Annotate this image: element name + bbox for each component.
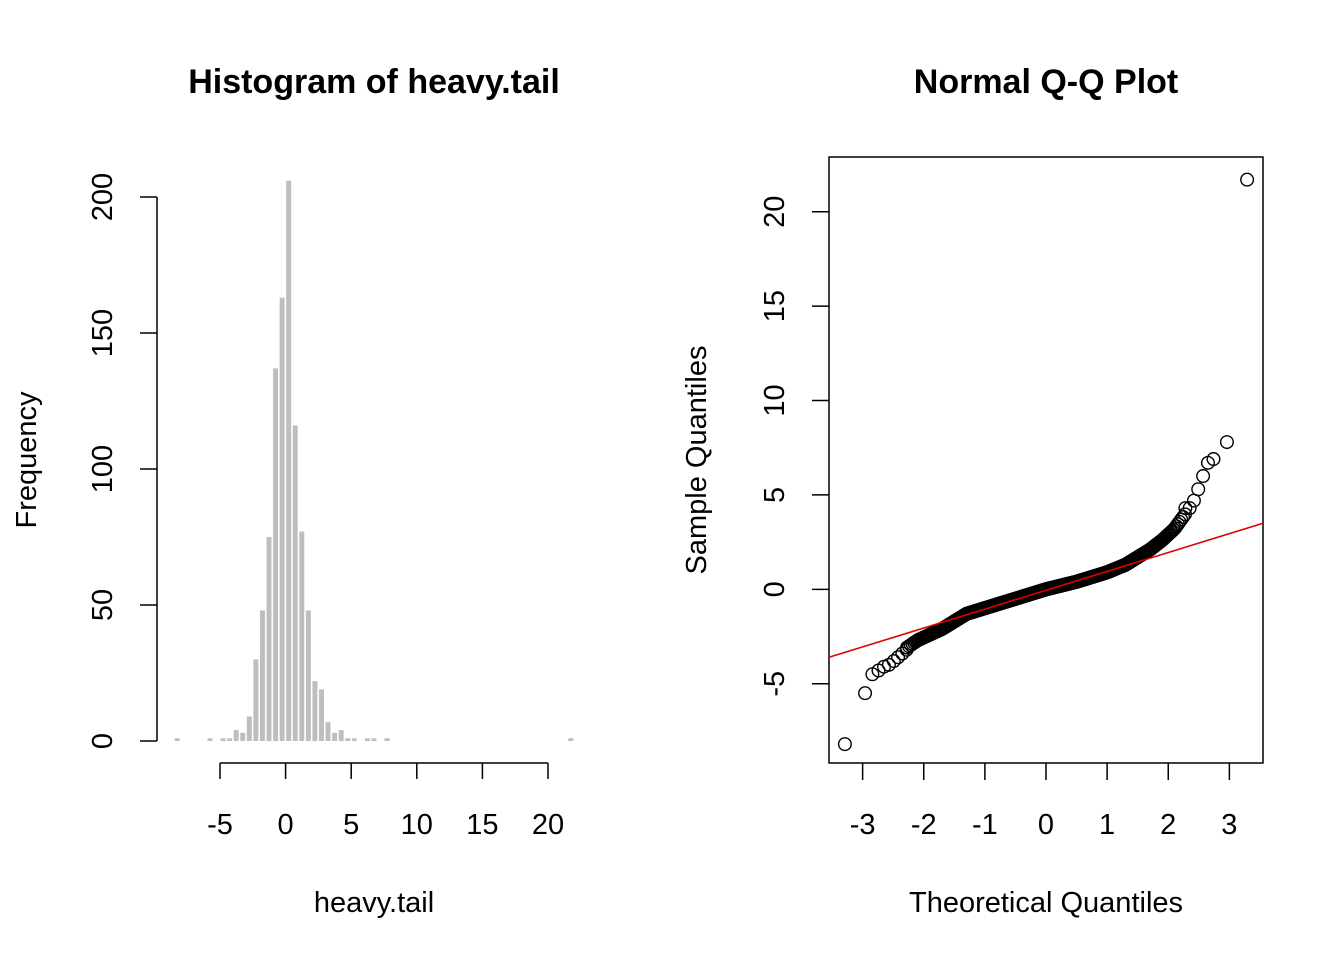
histogram-x-axis-label: heavy.tail — [314, 887, 434, 919]
qq-point — [895, 646, 910, 661]
histogram-bar — [325, 721, 331, 741]
histogram-bar — [332, 732, 338, 741]
histogram-bar — [299, 531, 305, 741]
histogram-bar — [273, 368, 279, 741]
histogram-bar — [292, 425, 298, 741]
histogram-y-tick-label: 100 — [87, 445, 119, 493]
histogram-bar — [266, 537, 272, 741]
histogram-bar — [305, 610, 311, 741]
qq-y-tick-label: 5 — [759, 487, 791, 503]
qq-title: Normal Q-Q Plot — [914, 63, 1178, 101]
qq-line — [828, 522, 1264, 659]
qq-point — [881, 657, 896, 672]
qq-y-tick-label: 0 — [759, 581, 791, 597]
qq-x-tick-label: -3 — [850, 809, 876, 841]
qq-point — [858, 686, 873, 701]
histogram-bar — [174, 738, 180, 741]
histogram-bars — [174, 180, 574, 741]
qq-point — [1191, 482, 1206, 497]
histogram-x-axis: -5 0 5 10 15 20 — [207, 762, 564, 841]
histogram-x-tick-label: 10 — [401, 809, 433, 841]
qq-x-axis: -3 -2 -1 0 1 2 3 — [850, 763, 1237, 841]
histogram-bar — [312, 681, 318, 741]
histogram-y-axis: 0 50 100 150 200 — [87, 173, 158, 749]
qq-point — [1178, 501, 1193, 516]
histogram-y-tick-label: 150 — [87, 309, 119, 357]
histogram-y-axis-label: Frequency — [11, 391, 43, 529]
histogram-bar — [351, 738, 357, 741]
histogram-bar — [233, 730, 239, 741]
qq-x-tick-label: 2 — [1160, 809, 1176, 841]
qq-y-tick-label: 15 — [759, 290, 791, 322]
qq-point — [1170, 517, 1185, 532]
histogram-x-tick-label: 0 — [278, 809, 294, 841]
qq-point — [899, 642, 914, 657]
qq-x-tick-label: 3 — [1221, 809, 1237, 841]
histogram-x-tick-label: -5 — [207, 809, 233, 841]
qq-y-tick-label: -5 — [759, 671, 791, 697]
histogram-bar — [220, 738, 226, 741]
qq-plot-frame — [828, 156, 1264, 764]
histogram-bar — [345, 738, 351, 741]
histogram-bar — [207, 738, 213, 741]
qq-point — [1196, 469, 1211, 484]
histogram-x-tick-label: 15 — [466, 809, 498, 841]
histogram-bar — [240, 732, 246, 741]
histogram-bar — [227, 738, 233, 741]
histogram-x-tick-label: 5 — [343, 809, 359, 841]
histogram-bar — [286, 180, 292, 741]
qq-y-axis: -5 0 5 10 15 20 — [759, 196, 829, 697]
histogram-y-tick-label: 50 — [87, 589, 119, 621]
qq-point — [837, 737, 852, 752]
qq-reference-line — [828, 522, 1264, 659]
histogram-bar — [364, 738, 370, 741]
qq-point — [891, 650, 906, 665]
histogram-bar — [568, 738, 574, 741]
qq-points — [837, 172, 1255, 752]
qq-point — [1240, 172, 1255, 187]
histogram-y-tick-label: 0 — [87, 733, 119, 749]
histogram-title: Histogram of heavy.tail — [188, 63, 560, 101]
qq-x-tick-label: -2 — [911, 809, 937, 841]
histogram-bar — [319, 689, 324, 741]
qq-x-tick-label: 0 — [1038, 809, 1054, 841]
histogram-bar — [253, 659, 259, 741]
histogram-bar — [279, 297, 285, 741]
histogram-x-tick-label: 20 — [532, 809, 564, 841]
histogram-y-tick-label: 200 — [87, 173, 119, 221]
qq-point — [1182, 501, 1197, 516]
histogram-bar — [338, 730, 344, 741]
qq-point — [1176, 510, 1191, 525]
qq-plot-panel: Normal Q-Q Plot Theoretical Quantiles Sa… — [681, 63, 1264, 919]
qq-y-tick-label: 10 — [759, 384, 791, 416]
qq-y-axis-label: Sample Quantiles — [681, 346, 713, 575]
qq-point — [1219, 435, 1234, 450]
histogram-bar — [371, 738, 377, 741]
qq-y-tick-label: 20 — [759, 196, 791, 228]
qq-x-tick-label: 1 — [1099, 809, 1115, 841]
histogram-bar — [384, 738, 390, 741]
qq-x-tick-label: -1 — [972, 809, 998, 841]
qq-point — [1206, 452, 1221, 467]
histogram-bar — [259, 610, 265, 741]
histogram-panel: Histogram of heavy.tail heavy.tail Frequ… — [11, 63, 574, 919]
qq-x-axis-label: Theoretical Quantiles — [909, 887, 1183, 919]
qq-point — [886, 654, 901, 669]
histogram-bar — [246, 716, 252, 741]
